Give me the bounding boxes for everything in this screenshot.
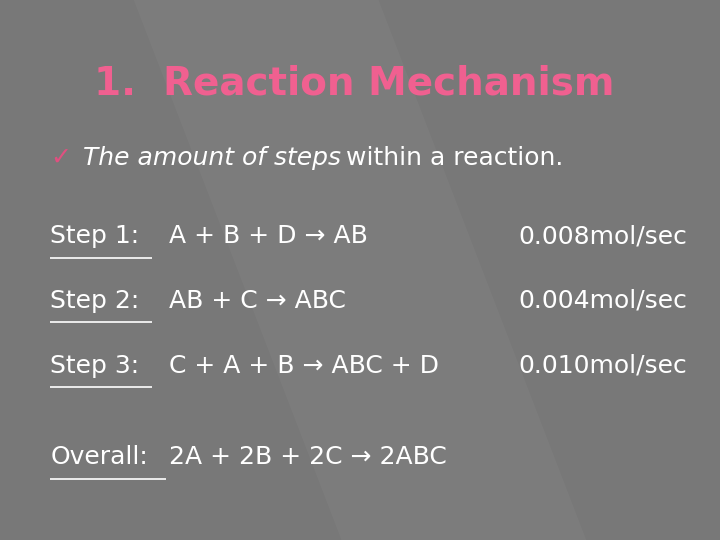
Text: Step 1:: Step 1: bbox=[50, 224, 140, 248]
Polygon shape bbox=[130, 0, 590, 540]
Text: 2A + 2B + 2C → 2ABC: 2A + 2B + 2C → 2ABC bbox=[169, 446, 447, 469]
Text: 0.004mol/sec: 0.004mol/sec bbox=[518, 289, 688, 313]
Text: AB + C → ABC: AB + C → ABC bbox=[169, 289, 346, 313]
Text: 1.  Reaction Mechanism: 1. Reaction Mechanism bbox=[94, 65, 614, 103]
Text: 0.008mol/sec: 0.008mol/sec bbox=[518, 224, 688, 248]
Text: ✓: ✓ bbox=[50, 146, 71, 170]
Text: within a reaction.: within a reaction. bbox=[338, 146, 564, 170]
Text: Step 3:: Step 3: bbox=[50, 354, 140, 377]
Text: The amount of steps: The amount of steps bbox=[83, 146, 341, 170]
Text: A + B + D → AB: A + B + D → AB bbox=[169, 224, 368, 248]
Text: Overall:: Overall: bbox=[50, 446, 148, 469]
Text: C + A + B → ABC + D: C + A + B → ABC + D bbox=[169, 354, 439, 377]
Text: Step 2:: Step 2: bbox=[50, 289, 140, 313]
Text: 0.010mol/sec: 0.010mol/sec bbox=[518, 354, 687, 377]
